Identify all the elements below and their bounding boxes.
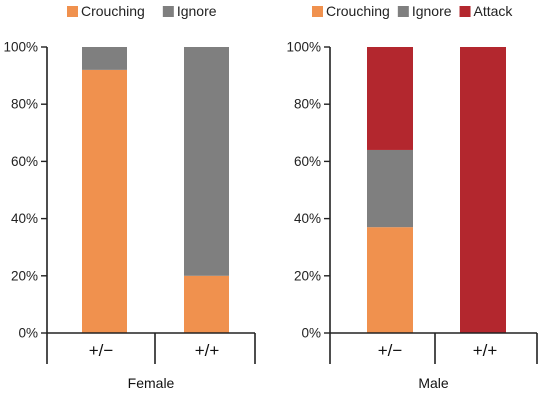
bar-ignore-2 bbox=[184, 47, 229, 276]
legend-swatch-crouching bbox=[312, 6, 323, 17]
y-tick-label: 0% bbox=[18, 326, 38, 341]
group-label: Female bbox=[128, 375, 175, 391]
legend-label: Crouching bbox=[326, 3, 390, 19]
legend-swatch-crouching bbox=[67, 6, 78, 17]
y-tick-label: 80% bbox=[294, 97, 321, 112]
legend-swatch-attack bbox=[459, 6, 471, 17]
y-tick-label: 40% bbox=[294, 211, 321, 226]
y-tick-label: 80% bbox=[11, 97, 38, 112]
bar-crouching-1 bbox=[82, 69, 127, 333]
y-tick-label: 100% bbox=[286, 40, 321, 55]
bar-attack-1 bbox=[367, 47, 413, 150]
x-tick-label: +/− bbox=[89, 341, 114, 360]
y-tick-label: 40% bbox=[11, 211, 38, 226]
bar-ignore-1 bbox=[367, 149, 413, 228]
bar-ignore-1 bbox=[82, 47, 127, 70]
x-tick-label: +/+ bbox=[195, 341, 220, 360]
y-tick-label: 60% bbox=[294, 154, 321, 169]
legend-label: Ignore bbox=[177, 3, 217, 19]
y-tick-label: 0% bbox=[301, 326, 321, 341]
legend-label: Crouching bbox=[81, 3, 145, 19]
bar-crouching-1 bbox=[367, 227, 413, 333]
y-tick-label: 20% bbox=[294, 268, 321, 283]
legend-label: Ignore bbox=[412, 3, 452, 19]
legend-swatch-ignore bbox=[162, 6, 174, 17]
x-tick-label: +/+ bbox=[473, 341, 498, 360]
group-label: Male bbox=[418, 375, 449, 391]
legend-label: Attack bbox=[474, 3, 514, 19]
x-tick-label: +/− bbox=[378, 341, 403, 360]
legend-swatch-ignore bbox=[397, 6, 409, 17]
y-tick-label: 60% bbox=[11, 154, 38, 169]
y-tick-label: 100% bbox=[3, 40, 38, 55]
y-tick-label: 20% bbox=[11, 268, 38, 283]
bar-crouching-2 bbox=[184, 275, 229, 333]
bar-attack-2 bbox=[460, 47, 506, 333]
